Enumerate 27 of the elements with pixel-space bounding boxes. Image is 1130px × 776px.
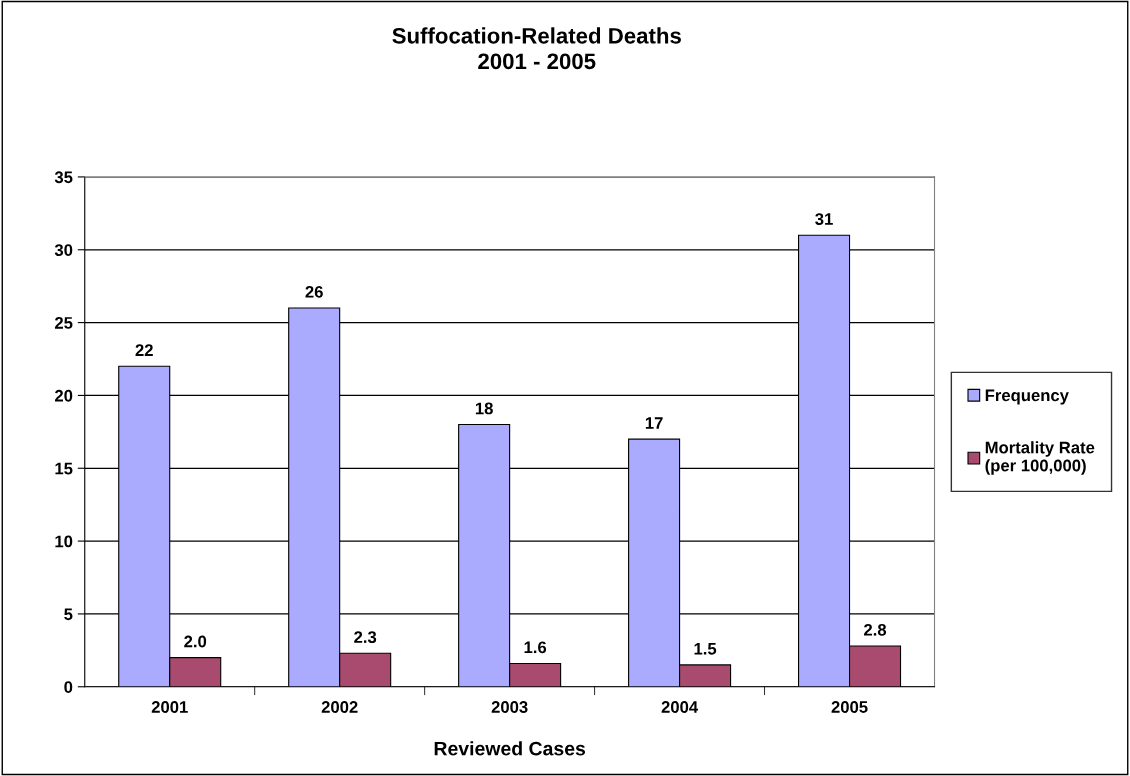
data-label: 18 [475, 402, 493, 415]
x-tick-label: 2004 [661, 701, 699, 713]
data-label: 2.8 [864, 623, 887, 636]
legend-label: Mortality Rate (per 100,000) [985, 441, 1095, 475]
data-label: 1.6 [524, 641, 547, 654]
y-tick-label: 15 [55, 462, 73, 475]
y-tick-label: 5 [64, 608, 73, 621]
y-tick-label: 25 [54, 317, 73, 329]
y-tick-label: 20 [54, 389, 73, 402]
y-tick-label: 30 [54, 244, 73, 256]
chart-title: Suffocation-Related Deaths 2001 - 2005 [392, 27, 681, 70]
legend-label: Frequency [985, 389, 1069, 405]
data-label: 2.0 [184, 635, 207, 648]
data-label: 17 [645, 417, 663, 429]
x-tick-label: 2001 [151, 701, 188, 713]
data-label: 22 [135, 344, 153, 356]
data-label: 1.5 [694, 643, 717, 655]
y-tick-label: 35 [54, 171, 73, 184]
x-tick-label: 2002 [321, 701, 358, 713]
x-tick-label: 2003 [491, 701, 528, 713]
data-label: 26 [305, 285, 323, 298]
y-tick-label: 10 [55, 535, 73, 548]
data-label: 31 [815, 213, 833, 225]
data-label: 2.3 [354, 631, 377, 644]
x-tick-label: 2005 [831, 701, 868, 713]
x-axis-title: Reviewed Cases [434, 741, 586, 756]
y-tick-label: 0 [64, 681, 73, 693]
